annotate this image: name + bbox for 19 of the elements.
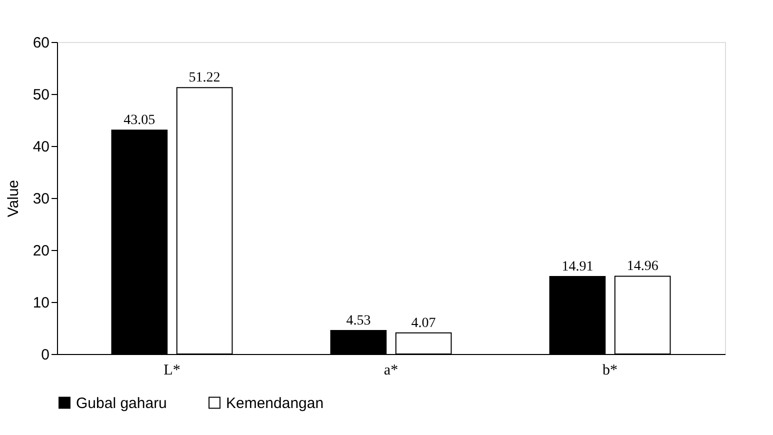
data-label: 51.22	[188, 70, 220, 86]
data-label: 4.53	[346, 313, 371, 328]
y-tick-label: 20	[32, 242, 50, 260]
data-label: 14.91	[562, 259, 594, 274]
y-tick-label: 60	[32, 34, 50, 52]
y-tick-label: 10	[32, 294, 50, 312]
x-tick-label: a*	[384, 362, 398, 378]
legend-label: Gubal gaharu	[76, 394, 167, 412]
data-label: 4.07	[411, 316, 436, 331]
y-axis-title: Value	[4, 180, 22, 218]
x-tick-label: L*	[164, 362, 180, 378]
y-tick-label: 0	[41, 346, 50, 364]
y-tick-label: 50	[32, 86, 50, 104]
legend-label: Kemendangan	[226, 394, 324, 412]
data-label: 43.05	[124, 113, 156, 128]
y-tick-label: 30	[32, 190, 50, 208]
y-tick-label: 40	[32, 138, 50, 156]
data-label: 14.96	[626, 259, 658, 274]
x-tick-label: b*	[602, 362, 618, 378]
